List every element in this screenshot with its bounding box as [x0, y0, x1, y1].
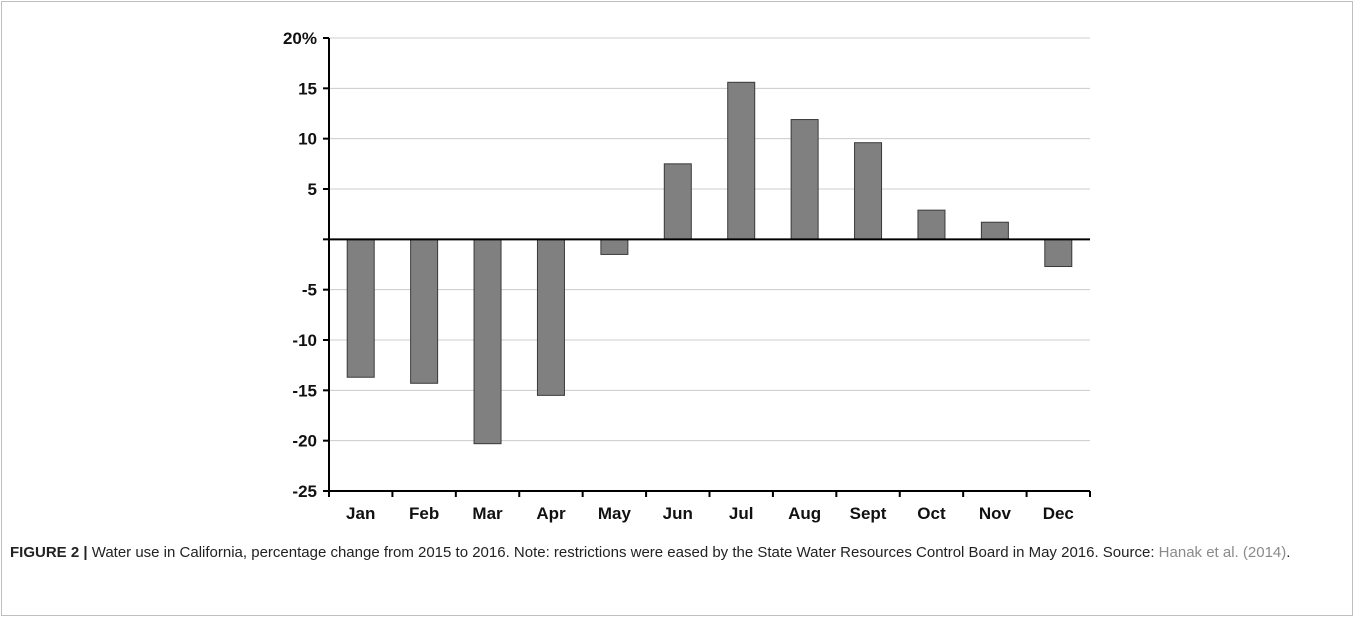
- figure-caption: FIGURE 2 | Water use in California, perc…: [10, 540, 1330, 565]
- x-tick-label: Oct: [917, 504, 946, 523]
- bars: [346, 81, 1073, 445]
- bar-jul: [727, 81, 756, 240]
- x-tick-label: May: [598, 504, 632, 523]
- bar-feb: [410, 238, 439, 384]
- y-tick-label: -10: [292, 331, 317, 350]
- x-tick-label: Apr: [536, 504, 566, 523]
- x-tick-label: Jun: [663, 504, 693, 523]
- y-tick-label: 20%: [283, 29, 317, 48]
- y-tick-label: 15: [298, 79, 317, 98]
- caption-text: Water use in California, percentage chan…: [87, 544, 1159, 561]
- bar-chart: 20% 15 10 5 -5 -10 -15 -20 -25 Jan Feb Mar Apr May Jun…: [283, 29, 1091, 523]
- bar-may: [600, 238, 629, 255]
- bar-nov: [980, 221, 1009, 240]
- y-tick-label: -5: [302, 281, 317, 300]
- x-tick-label: Jan: [346, 504, 375, 523]
- y-tick-label: 10: [298, 130, 317, 149]
- y-tick-label: -25: [292, 482, 317, 501]
- axes: [323, 37, 1091, 497]
- y-tick-label: -20: [292, 432, 317, 451]
- y-tick-label: -15: [292, 381, 317, 400]
- x-tick-label: Nov: [979, 504, 1012, 523]
- x-tick-label: Feb: [409, 504, 439, 523]
- y-tick-label: 5: [308, 180, 317, 199]
- x-tick-label: Jul: [729, 504, 754, 523]
- x-tick-label: Sept: [850, 504, 887, 523]
- grid-lines: [329, 37, 1090, 442]
- tick-labels: 20% 15 10 5 -5 -10 -15 -20 -25 Jan Feb Mar Apr May Jun…: [283, 29, 1074, 523]
- bar-jan: [346, 238, 375, 378]
- bar-sept: [854, 142, 883, 240]
- caption-figure-label: FIGURE 2 |: [10, 544, 88, 561]
- bar-apr: [536, 238, 565, 396]
- x-tick-label: Mar: [472, 504, 503, 523]
- x-tick-label: Dec: [1043, 504, 1074, 523]
- bar-mar: [473, 238, 502, 445]
- caption-source-link[interactable]: Hanak et al. (2014): [1158, 544, 1287, 561]
- bar-oct: [917, 209, 946, 240]
- x-tick-label: Aug: [788, 504, 821, 523]
- bar-jun: [663, 163, 692, 240]
- bar-dec: [1044, 238, 1073, 268]
- bar-aug: [790, 119, 819, 240]
- caption-end: .: [1286, 544, 1291, 561]
